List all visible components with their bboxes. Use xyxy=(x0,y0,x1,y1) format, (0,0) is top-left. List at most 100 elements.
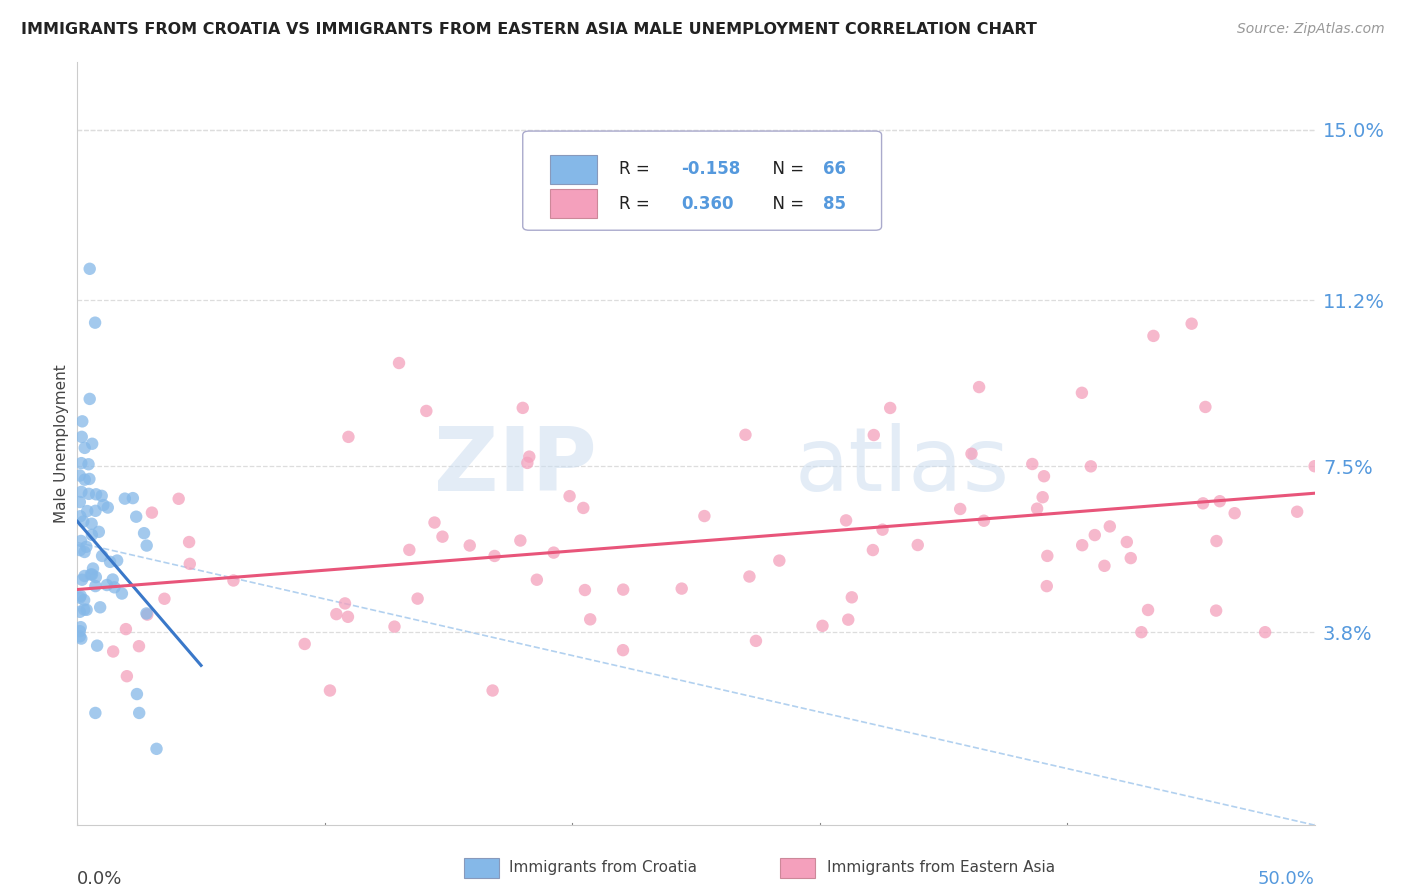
Text: 50.0%: 50.0% xyxy=(1258,870,1315,888)
Point xyxy=(72,515,94,529)
Point xyxy=(75,540,97,554)
Point xyxy=(841,591,863,605)
Text: 66: 66 xyxy=(824,161,846,178)
Point xyxy=(811,619,834,633)
Text: R =: R = xyxy=(619,194,655,212)
Point xyxy=(1094,558,1116,573)
Point xyxy=(121,491,143,505)
Point xyxy=(1205,534,1227,549)
Point xyxy=(73,441,96,455)
Point xyxy=(77,487,100,501)
Point xyxy=(80,516,103,531)
Point xyxy=(1098,519,1121,533)
Point xyxy=(612,582,634,597)
Point xyxy=(125,687,148,701)
Point xyxy=(70,430,93,444)
Point xyxy=(319,683,342,698)
Point xyxy=(136,607,159,622)
Point xyxy=(1115,535,1137,549)
Point xyxy=(69,591,91,605)
Point xyxy=(423,516,446,530)
Point xyxy=(73,545,96,559)
Point xyxy=(738,569,761,583)
Point xyxy=(1036,579,1059,593)
Point xyxy=(84,504,107,518)
Point xyxy=(572,500,595,515)
Point xyxy=(69,620,91,634)
Point xyxy=(141,506,163,520)
Point xyxy=(960,447,983,461)
Point xyxy=(90,489,112,503)
Point xyxy=(458,539,481,553)
Text: -0.158: -0.158 xyxy=(681,161,741,178)
Point xyxy=(167,491,190,506)
Point xyxy=(80,567,103,582)
Point xyxy=(97,500,120,515)
Point xyxy=(69,509,91,524)
Point xyxy=(125,509,148,524)
Point xyxy=(432,530,454,544)
Point xyxy=(82,561,104,575)
Point xyxy=(73,473,96,487)
Point xyxy=(70,573,93,587)
Point xyxy=(82,437,104,451)
Point xyxy=(135,607,157,621)
Point xyxy=(84,570,107,584)
Point xyxy=(558,489,581,503)
Point xyxy=(70,533,93,548)
Text: 0.0%: 0.0% xyxy=(77,870,122,888)
Point xyxy=(80,567,103,582)
Point xyxy=(1223,506,1246,520)
Point xyxy=(73,593,96,607)
Point xyxy=(1254,625,1277,640)
Point xyxy=(388,356,411,370)
Text: 0.360: 0.360 xyxy=(681,194,734,212)
Point xyxy=(69,629,91,643)
Point xyxy=(70,484,93,499)
Point xyxy=(406,591,429,606)
Point xyxy=(128,706,150,720)
Point xyxy=(132,526,155,541)
Point xyxy=(1137,603,1160,617)
Point xyxy=(768,553,790,567)
Point xyxy=(86,639,108,653)
Point xyxy=(114,491,136,506)
Point xyxy=(1286,505,1309,519)
Point xyxy=(84,487,107,501)
Point xyxy=(949,502,972,516)
Point xyxy=(69,605,91,619)
Point xyxy=(69,468,91,483)
Point xyxy=(84,316,107,330)
Point xyxy=(79,261,101,276)
Point xyxy=(153,591,176,606)
Point xyxy=(509,533,531,548)
Point xyxy=(543,546,565,560)
Point xyxy=(79,472,101,486)
Point xyxy=(80,528,103,542)
Point xyxy=(398,542,420,557)
Point xyxy=(835,513,858,527)
Point xyxy=(415,404,437,418)
Y-axis label: Male Unemployment: Male Unemployment xyxy=(53,365,69,523)
Point xyxy=(1021,457,1043,471)
Point xyxy=(693,509,716,524)
Point xyxy=(612,643,634,657)
Point xyxy=(574,582,596,597)
Point xyxy=(135,539,157,553)
Point xyxy=(76,603,98,617)
Point xyxy=(1033,469,1056,483)
Point xyxy=(84,579,107,593)
Point xyxy=(526,573,548,587)
Point xyxy=(671,582,693,596)
Point xyxy=(222,574,245,588)
Point xyxy=(1205,604,1227,618)
Point xyxy=(967,380,990,394)
Point xyxy=(337,430,360,444)
Point xyxy=(1032,490,1054,504)
Point xyxy=(73,569,96,583)
Point xyxy=(1070,385,1092,400)
Point xyxy=(1119,551,1142,566)
Point xyxy=(1192,496,1215,510)
Point xyxy=(1084,528,1107,542)
Point xyxy=(91,549,114,563)
